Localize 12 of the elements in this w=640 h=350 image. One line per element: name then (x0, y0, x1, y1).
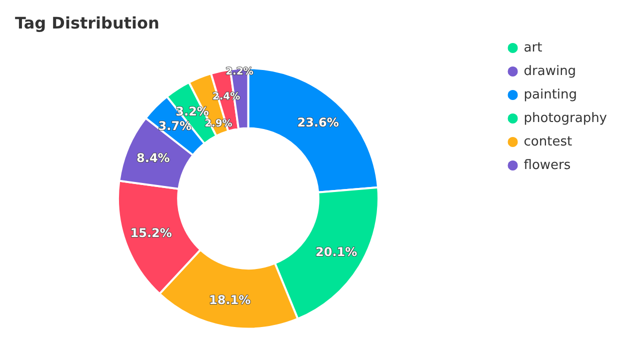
data-label: 8.4% (136, 151, 170, 166)
legend-label: photography (524, 111, 608, 126)
legend-label: contest (524, 134, 572, 150)
data-label: 18.1% (209, 292, 251, 307)
data-label: 23.6% (297, 115, 339, 130)
legend-label: painting (524, 88, 578, 102)
legend-label: art (524, 40, 542, 56)
legend-label: flowers (524, 158, 571, 173)
data-label: 20.1% (316, 245, 358, 260)
data-label: 15.2% (130, 226, 172, 240)
chart-title: Tag Distribution (15, 14, 160, 32)
legend-label: drawing (524, 64, 576, 79)
